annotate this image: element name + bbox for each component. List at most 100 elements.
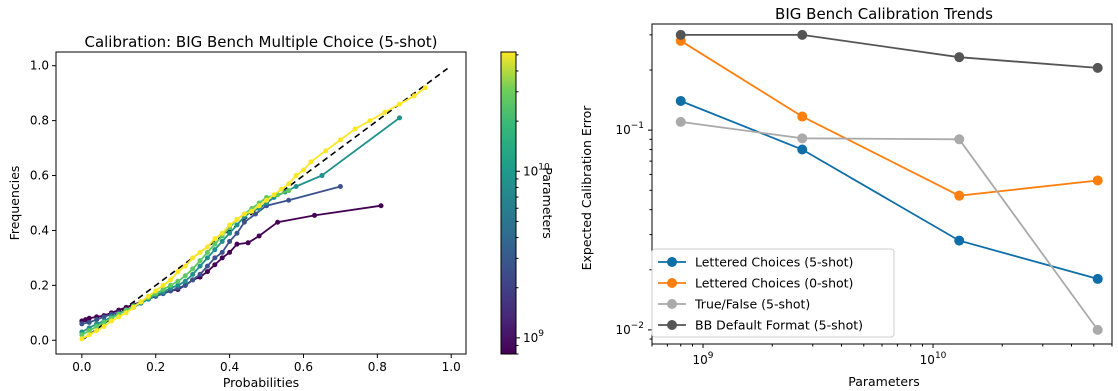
calibration-point xyxy=(352,126,358,132)
calibration-point xyxy=(293,184,299,190)
calibration-point xyxy=(190,255,196,261)
calibration-point xyxy=(94,324,100,330)
trends-series-1 xyxy=(675,35,1103,201)
calibration-series-2 xyxy=(79,115,403,335)
calibration-point xyxy=(212,241,218,247)
calibration-y-tick-label: 0.8 xyxy=(30,114,49,128)
calibration-point xyxy=(227,249,233,255)
calibration-point xyxy=(175,269,181,275)
calibration-point xyxy=(367,118,373,124)
colorbar-gradient xyxy=(500,51,517,355)
calibration-point xyxy=(86,328,92,334)
calibration-point xyxy=(168,282,174,288)
calibration-point xyxy=(153,288,159,294)
calibration-point xyxy=(234,241,240,247)
calibration-point xyxy=(378,203,384,209)
calibration-point xyxy=(241,219,247,225)
calibration-series-group xyxy=(79,85,428,342)
calibration-point xyxy=(138,299,144,305)
calibration-point xyxy=(219,230,225,236)
calibration-trends-plot: BIG Bench Calibration Trends 109 1010 10−2… xyxy=(579,5,1113,389)
trends-series-line xyxy=(680,121,1099,331)
calibration-point xyxy=(182,282,188,288)
legend-box xyxy=(651,248,895,338)
calibration-series-line xyxy=(81,117,401,333)
trends-x-tick-label: 1010 xyxy=(920,351,947,367)
legend-marker xyxy=(667,257,677,267)
trends-series-0 xyxy=(675,95,1103,284)
trends-y-tick-label: 10−2 xyxy=(615,321,644,337)
calibration-point xyxy=(204,255,210,261)
calibration-point xyxy=(86,315,92,321)
calibration-point xyxy=(219,255,225,261)
trends-point xyxy=(954,235,965,246)
trends-plot-title: BIG Bench Calibration Trends xyxy=(775,5,993,23)
trends-series-3 xyxy=(675,29,1103,73)
calibration-plot-title: Calibration: BIG Bench Multiple Choice (… xyxy=(84,33,437,51)
legend-marker xyxy=(667,299,677,309)
legend-entry: BB Default Format (5-shot) xyxy=(658,318,863,333)
calibration-point xyxy=(300,167,306,173)
calibration-point xyxy=(286,197,292,203)
calibration-point xyxy=(86,319,92,325)
legend-marker xyxy=(667,320,677,330)
calibration-point xyxy=(131,304,137,310)
calibration-x-label: Probabilities xyxy=(223,375,299,390)
calibration-point xyxy=(204,269,210,275)
trends-x-tick-label: 109 xyxy=(693,351,714,367)
calibration-point xyxy=(94,317,100,323)
calibration-point xyxy=(245,240,251,246)
calibration-y-tick-label: 1.0 xyxy=(30,59,49,73)
legend-marker xyxy=(667,278,677,288)
colorbar-tick-label: 1010 xyxy=(523,162,550,178)
calibration-point xyxy=(411,93,417,99)
trends-point xyxy=(954,190,965,201)
trends-x-label: Parameters xyxy=(848,374,920,389)
calibration-point xyxy=(197,263,203,269)
calibration-point xyxy=(337,137,343,143)
trends-point xyxy=(954,52,965,63)
calibration-point xyxy=(219,238,225,244)
trends-point xyxy=(797,133,808,144)
calibration-point xyxy=(337,184,343,190)
trends-point xyxy=(675,29,686,40)
calibration-point xyxy=(249,208,255,214)
calibration-point xyxy=(197,271,203,277)
calibration-point xyxy=(212,236,218,242)
calibration-x-tick-label: 0.0 xyxy=(72,360,91,374)
calibration-point xyxy=(123,310,129,316)
legend-items: Lettered Choices (5-shot) Lettered Choice… xyxy=(658,255,863,333)
calibration-x-tick-label: 0.6 xyxy=(294,360,313,374)
colorbar: 109 1010 Parameters xyxy=(500,51,555,355)
legend-label: BB Default Format (5-shot) xyxy=(695,318,863,333)
calibration-point xyxy=(175,282,181,288)
calibration-point xyxy=(101,319,107,325)
calibration-x-tick-label: 1.0 xyxy=(442,360,461,374)
calibration-point xyxy=(182,278,188,284)
trends-series-2 xyxy=(675,116,1103,335)
calibration-point xyxy=(101,324,107,330)
trends-point xyxy=(1092,324,1103,335)
calibration-point xyxy=(79,332,85,338)
calibration-point xyxy=(397,115,403,121)
calibration-x-tick-label: 0.4 xyxy=(220,360,239,374)
legend-entry: Lettered Choices (5-shot) xyxy=(658,255,853,270)
calibration-point xyxy=(160,282,166,288)
calibration-point xyxy=(234,222,240,228)
calibration-series-4 xyxy=(79,85,428,342)
calibration-point xyxy=(286,181,292,187)
calibration-point xyxy=(227,222,233,228)
calibration-point xyxy=(94,328,100,334)
calibration-plot-ticks: 0.0 0.2 0.4 0.6 0.8 1.0 0.0 0.2 0.4 0.6 0.8 1.0 xyxy=(30,59,461,374)
trends-series-line xyxy=(680,100,1098,280)
trends-point xyxy=(954,134,965,145)
calibration-point xyxy=(278,186,284,192)
calibration-reference-line xyxy=(81,67,449,341)
calibration-point xyxy=(234,230,240,236)
calibration-point xyxy=(241,211,247,217)
trends-point xyxy=(797,29,808,40)
calibration-point xyxy=(271,192,277,198)
calibration-point xyxy=(86,332,92,338)
calibration-series-line xyxy=(81,185,341,325)
